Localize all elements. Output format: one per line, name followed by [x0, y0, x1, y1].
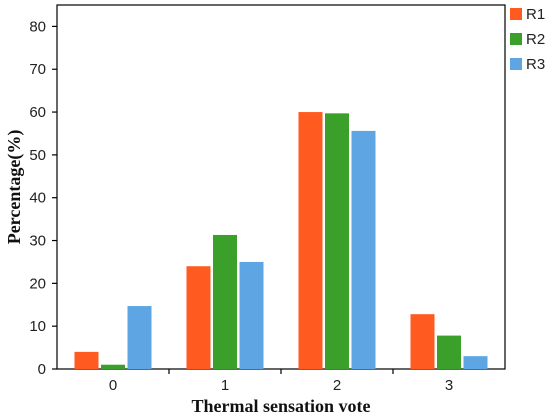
axes — [52, 4, 506, 374]
legend-swatch-r3 — [510, 58, 522, 70]
bar-r3-cat-0 — [127, 306, 152, 369]
y-tick-label: 50 — [29, 147, 46, 164]
bar-r1-cat-3 — [410, 314, 435, 369]
legend-swatch-r1 — [510, 8, 522, 20]
y-tick-label: 40 — [29, 190, 46, 207]
x-tick-label: 0 — [109, 377, 117, 394]
bar-r3-cat-3 — [463, 356, 488, 369]
bar-r2-cat-3 — [437, 335, 461, 369]
bar-r2-cat-0 — [101, 364, 125, 369]
y-tick-label: 70 — [29, 61, 46, 78]
bar-r2-cat-1 — [213, 234, 237, 369]
x-tick-label: 2 — [333, 377, 341, 394]
y-tick-label: 80 — [29, 18, 46, 35]
legend-label-r3: R3 — [526, 56, 545, 73]
bar-r2-cat-2 — [325, 113, 349, 369]
plot-frame — [56, 4, 506, 370]
legend: R1 R2 R3 — [510, 6, 545, 73]
bars — [74, 112, 488, 369]
legend-label-r2: R2 — [526, 31, 545, 48]
bar-r1-cat-2 — [298, 112, 323, 369]
bar-r1-cat-0 — [74, 351, 99, 369]
x-tick-label: 1 — [221, 377, 229, 394]
legend-label-r1: R1 — [526, 6, 545, 23]
y-axis-title: Percentage(%) — [4, 130, 25, 245]
y-tick-label: 10 — [29, 318, 46, 335]
legend-swatch-r2 — [510, 33, 522, 45]
tick-labels: 0 10 20 30 40 50 60 70 80 0 1 2 3 — [29, 18, 453, 394]
y-tick-label: 0 — [38, 361, 46, 378]
bar-r3-cat-2 — [351, 130, 376, 369]
x-axis-title: Thermal sensation vote — [192, 396, 371, 416]
y-tick-label: 30 — [29, 233, 46, 250]
y-tick-label: 20 — [29, 275, 46, 292]
bar-r1-cat-1 — [186, 266, 211, 369]
x-tick-label: 3 — [445, 377, 453, 394]
bar-r3-cat-1 — [239, 261, 264, 369]
y-tick-label: 60 — [29, 104, 46, 121]
